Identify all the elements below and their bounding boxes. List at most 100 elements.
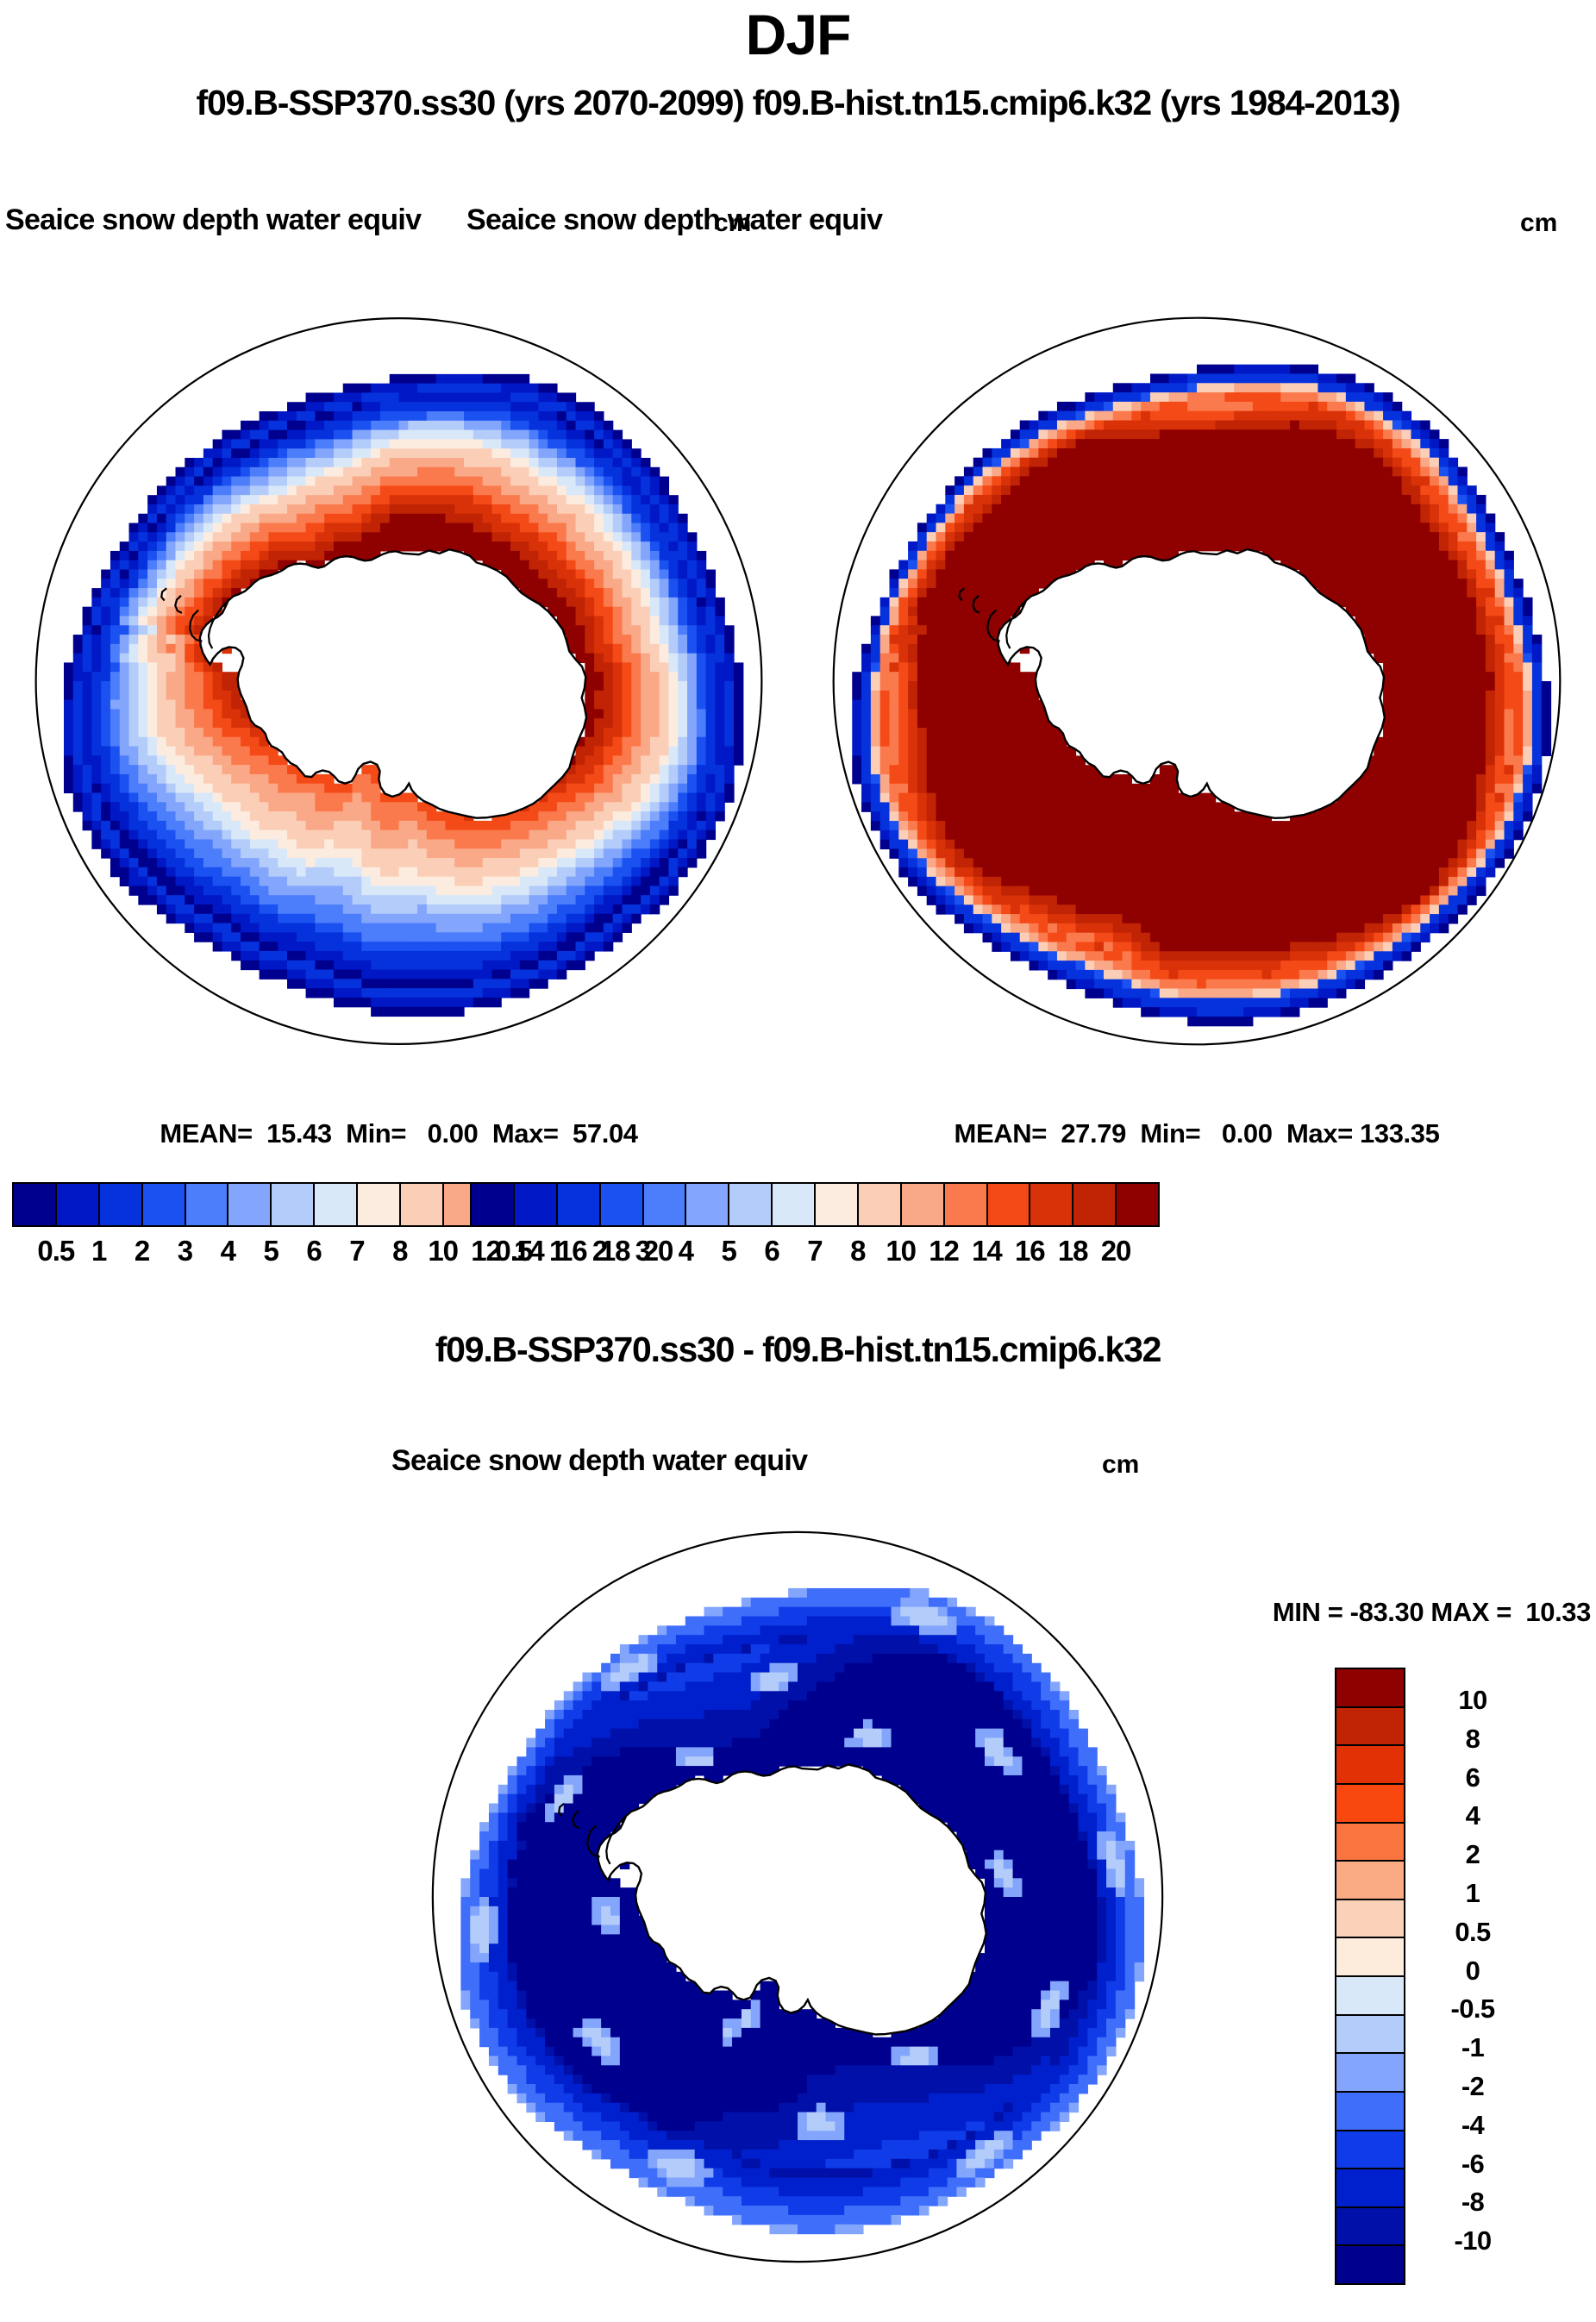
colorbar-tick-label: -4 [1461,2109,1485,2140]
coastline-detail [174,594,183,614]
right-panel-header: Seaice snow depth water equiv [466,203,883,236]
colorbar-tick-label: -10 [1454,2225,1492,2256]
colorbar-cell [1336,1823,1404,1862]
coastline-detail [207,599,229,649]
colorbar-cell [773,1184,816,1225]
colorbar-tick-label: 3 [635,1235,651,1267]
colorbar-tick-label: 6 [1465,1762,1480,1793]
colorbar-cell [1336,1746,1404,1785]
colorbar-tick-label: 20 [642,1235,674,1267]
colorbar-tick-label: 4 [1465,1800,1480,1831]
colorbar-cell [1336,2207,1404,2247]
colorbar-cell [400,1184,444,1225]
map-right-historical [798,250,1596,1112]
colorbar-tick-label: 3 [177,1235,193,1267]
colorbar-tick-label: 4 [220,1235,236,1267]
colorbar-cell [1336,2169,1404,2208]
left-panel-stats: MEAN= 15.43 Min= 0.00 Max= 57.04 [160,1118,638,1148]
colorbar-tick-label: 12 [471,1235,502,1267]
colorbar-cell [1336,1900,1404,1939]
sea-ice-field [460,1587,1145,2235]
right-panel-unit: cm [1520,209,1558,237]
colorbar-tick-label: 6 [764,1235,779,1267]
colorbar-cell [1117,1184,1158,1225]
coastline-detail [572,1810,580,1830]
colorbar-cell [1336,1862,1404,1900]
coastline-detail [160,587,167,602]
colorbar-cell [99,1184,143,1225]
colorbar-cell [514,1184,558,1225]
colorbar-tick-label: 8 [1465,1723,1480,1754]
colorbar-tick-label: 0 [1465,1955,1480,1986]
coastline-detail [188,609,203,642]
colorbar-tick-label: 5 [263,1235,279,1267]
outside-circle-mask [397,1496,1199,2298]
colorbar-cell [358,1184,401,1225]
colorbar-cell [1336,1669,1404,1708]
colorbar-tick-label [0,1235,34,1267]
map-left-ssp370 [0,250,798,1112]
map-limit-circle [832,316,1562,1046]
coastline-detail [972,594,980,614]
colorbar-cell [1336,2092,1404,2131]
colorbar-tick-label: 1 [91,1235,107,1267]
left-panel-unit: cm [714,209,752,237]
polar-map-svg [798,250,1596,1112]
colorbar-tick-label: 18 [599,1235,631,1267]
colorbar-difference [1335,1668,1405,2285]
antarctica-landmass [596,1763,987,2036]
colorbar-cell [944,1184,988,1225]
diff-panel-header: Seaice snow depth water equiv [391,1444,808,1477]
colorbar-tick-label: 12 [929,1235,960,1267]
outside-circle-mask [0,250,798,1112]
colorbar-tick-label: -0.5 [1450,1993,1495,2025]
colorbar-cell [272,1184,316,1225]
colorbar-tick-label: -8 [1461,2187,1485,2218]
colorbar-tick-label [449,1235,492,1267]
colorbar-cell [1336,1977,1404,2016]
antarctica-landmass [198,548,588,819]
colorbar-cell [600,1184,644,1225]
colorbar-tick-label: 2 [591,1235,608,1267]
colorbar-tick-label: -6 [1461,2148,1485,2179]
colorbar-tick-label: 0.5 [1455,1916,1491,1947]
coastline-detail [986,609,1000,642]
polar-map-svg [397,1496,1199,2298]
antarctica-landmass [996,548,1386,820]
run-subtitle: f09.B-SSP370.ss30 (yrs 2070-2099) f09.B-… [196,83,1401,122]
colorbar-cell [643,1184,687,1225]
colorbar-tick-label: -2 [1461,2070,1485,2101]
colorbar-tick-label: 10 [886,1235,917,1267]
coastline-detail [1005,599,1027,649]
outside-circle-mask [798,250,1596,1112]
right-panel-stats: MEAN= 27.79 Min= 0.00 Max= 133.35 [954,1118,1440,1148]
colorbar-tick-label: 8 [392,1235,408,1267]
colorbar-cell [56,1184,100,1225]
colorbar-tick-label: 4 [678,1235,694,1267]
colorbar-cell [1336,2246,1404,2283]
colorbar-cell [1336,1938,1404,1977]
colorbar-cell [686,1184,730,1225]
colorbar-tick-label: 2 [134,1235,150,1267]
sea-ice-field [852,364,1552,1027]
colorbar-tick-label: 0.5 [37,1235,75,1267]
coastline-detail [558,1802,565,1817]
colorbar-cell [1073,1184,1117,1225]
colorbar-cell [472,1184,515,1225]
diff-title: f09.B-SSP370.ss30 - f09.B-hist.tn15.cmip… [435,1330,1162,1369]
colorbar-tick-label: -1 [1461,2032,1485,2063]
colorbar-tick-label: 6 [306,1235,322,1267]
colorbar-cell [729,1184,773,1225]
colorbar-tick-label: 10 [1458,1685,1487,1715]
sea-ice-field [64,373,744,1017]
colorbar-tick-label: 8 [850,1235,866,1267]
colorbar-right [470,1182,1160,1227]
colorbar-cell [14,1184,57,1225]
diff-panel-unit: cm [1102,1450,1140,1479]
colorbar-tick-label: 18 [1057,1235,1089,1267]
colorbar-cell [142,1184,186,1225]
coastline-detail [958,587,966,602]
colorbar-cell [1336,2131,1404,2170]
colorbar-tick-label: 2 [1465,1839,1480,1870]
colorbar-tick-label: 16 [1014,1235,1046,1267]
